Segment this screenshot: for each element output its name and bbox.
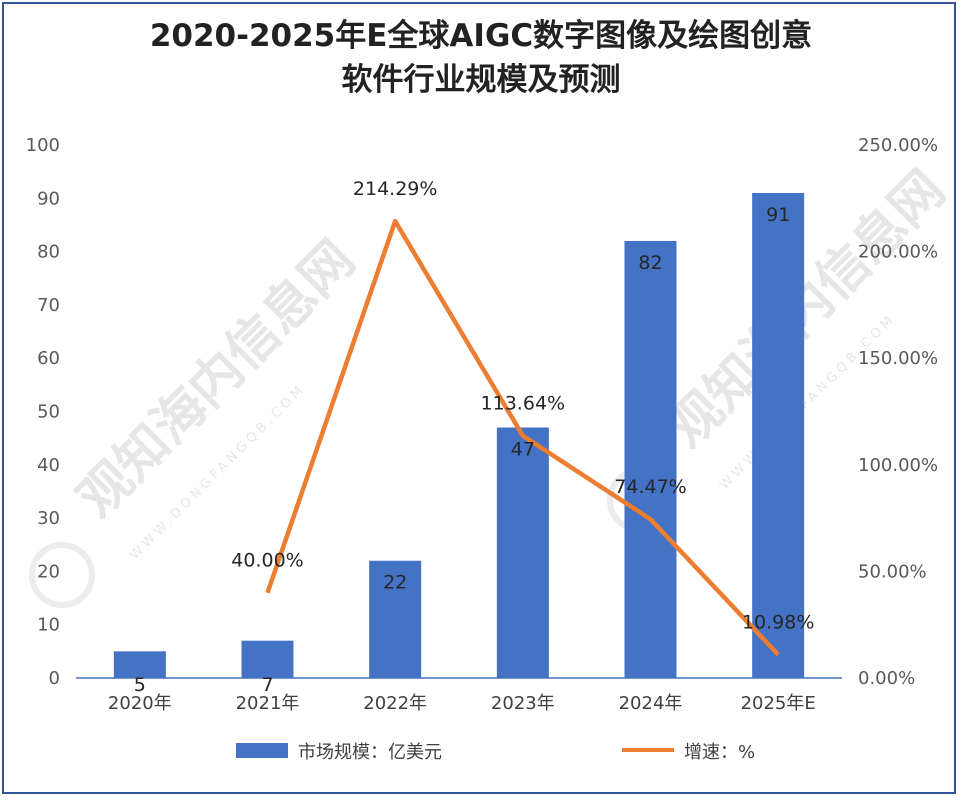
- y-right-tick-label: 0.00%: [858, 668, 915, 689]
- data-labels: 5 7 22 47 82 91 40.00% 214.29% 113.64% 74.47% 10.9…: [134, 178, 815, 696]
- watermark-text-left: 观知海内信息网: [67, 229, 367, 529]
- bar-value-label: 82: [638, 252, 662, 274]
- y-left-tick-label: 70: [37, 295, 60, 316]
- x-tick-label: 2024年: [619, 693, 683, 714]
- bar-series: [113, 192, 805, 678]
- x-tick-label: 2025年E: [741, 693, 816, 714]
- bar-value-label: 91: [766, 204, 790, 226]
- y-left-tick-label: 40: [37, 455, 60, 476]
- chart-title-line-1: 2020-2025年E全球AIGC数字图像及绘图创意: [149, 18, 813, 54]
- bar-value-label: 7: [261, 674, 273, 696]
- y-right-tick-label: 250.00%: [858, 135, 938, 156]
- y-right-tick-label: 200.00%: [858, 242, 938, 263]
- y-left-tick-label: 0: [49, 668, 60, 689]
- x-tick-label: 2023年: [491, 693, 555, 714]
- chart-title-line-2: 软件行业规模及预测: [341, 62, 621, 98]
- y-right-tick-label: 150.00%: [858, 348, 938, 369]
- watermarks: 观知海内信息网 WWW.DONGFANGQB.COM 观知海内信息网 WWW.D…: [29, 159, 957, 608]
- legend-bar-swatch: [236, 743, 288, 758]
- watermark-text-right: 观知海内信息网: [657, 159, 957, 459]
- y-right-tick-label: 50.00%: [858, 561, 927, 582]
- line-value-label: 113.64%: [481, 393, 566, 415]
- watermark-logo-left: [29, 542, 95, 608]
- y-left-tick-label: 50: [37, 402, 60, 423]
- bar-value-label: 22: [383, 572, 407, 594]
- bar: [241, 640, 294, 678]
- line-series: [265, 218, 780, 657]
- y-left-tick-label: 10: [37, 615, 60, 636]
- y-left-tick-label: 90: [37, 188, 60, 209]
- bar: [113, 651, 166, 678]
- legend-line-label: 增速：%: [684, 742, 755, 763]
- x-tick-label: 2021年: [236, 693, 300, 714]
- bar-value-label: 47: [511, 438, 535, 460]
- chart-title: 2020-2025年E全球AIGC数字图像及绘图创意 软件行业规模及预测: [0, 14, 962, 102]
- bar: [624, 240, 677, 678]
- legend-bar-label: 市场规模：亿美元: [298, 742, 442, 763]
- y-left-tick-label: 30: [37, 508, 60, 529]
- bar: [369, 560, 422, 678]
- y-left-tick-label: 100: [26, 135, 60, 156]
- line-value-label: 214.29%: [353, 178, 438, 200]
- legend: 市场规模：亿美元 增速：%: [236, 742, 755, 763]
- line-value-label: 10.98%: [742, 612, 814, 634]
- bar: [752, 192, 805, 678]
- bar: [496, 427, 549, 678]
- line-value-label: 74.47%: [614, 476, 686, 498]
- y-left-tick-label: 60: [37, 348, 60, 369]
- x-tick-label: 2022年: [363, 693, 427, 714]
- y-left-tick-label: 20: [37, 561, 60, 582]
- x-tick-label: 2020年: [108, 693, 172, 714]
- line-value-label: 40.00%: [231, 550, 303, 572]
- bar-value-label: 5: [134, 674, 146, 696]
- y-right-tick-label: 100.00%: [858, 455, 938, 476]
- axes: 0 10 20 30 40 50 60 70 80 90 100 0.00% 50.00% 100.00%…: [26, 135, 938, 714]
- y-left-tick-label: 80: [37, 242, 60, 263]
